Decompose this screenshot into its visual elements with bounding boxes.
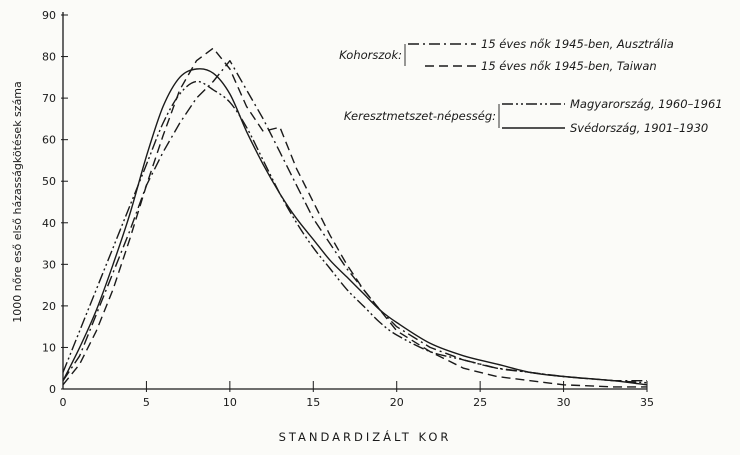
- y-tick-label: 80: [42, 51, 56, 64]
- y-tick-label: 50: [42, 175, 56, 188]
- y-tick-label: 0: [49, 383, 56, 396]
- axes: 0 10 20 30 40 50 60 70 80 90 0 5 10 15 20 25 30 35: [42, 9, 654, 409]
- series-line-taiwan: [62, 47, 647, 388]
- y-tick-label: 90: [42, 9, 56, 22]
- y-tick-label: 10: [42, 341, 56, 354]
- y-tick-label: 30: [42, 258, 56, 271]
- legend: Kohorszok: Keresztmetszet-népesség: 15 éve…: [339, 37, 722, 135]
- series-line-sweden: [62, 68, 648, 386]
- legend-entry-sweden: Svédország, 1901–1930: [570, 121, 708, 135]
- x-tick-label: 35: [640, 396, 654, 409]
- x-tick-label: 0: [60, 396, 67, 409]
- x-tick-label: 10: [223, 396, 237, 409]
- y-tick-label: 20: [42, 300, 56, 313]
- series-line-australia: [62, 60, 647, 382]
- legend-entry-taiwan: 15 éves nők 1945-ben, Taiwan: [481, 59, 657, 73]
- x-tick-label: 30: [557, 396, 571, 409]
- x-axis-title: STANDARDIZÁLT KOR: [279, 429, 452, 444]
- y-tick-label: 40: [42, 217, 56, 230]
- series-line-hungary: [62, 80, 648, 384]
- y-tick-label: 70: [42, 92, 56, 105]
- x-tick-label: 25: [473, 396, 487, 409]
- x-tick-label: 5: [143, 396, 150, 409]
- legend-entry-australia: 15 éves nők 1945-ben, Ausztrália: [481, 37, 674, 51]
- legend-group-label: Keresztmetszet-népesség:: [344, 109, 496, 123]
- x-tick-label: 15: [306, 396, 320, 409]
- legend-group-label: Kohorszok:: [339, 48, 402, 62]
- y-axis-title: 1000 nőre eső első házasságkötések száma: [11, 81, 24, 323]
- series-layer: [62, 47, 648, 388]
- x-tick-label: 20: [390, 396, 404, 409]
- legend-entry-hungary: Magyarország, 1960–1961: [570, 97, 723, 111]
- y-tick-label: 60: [42, 134, 56, 147]
